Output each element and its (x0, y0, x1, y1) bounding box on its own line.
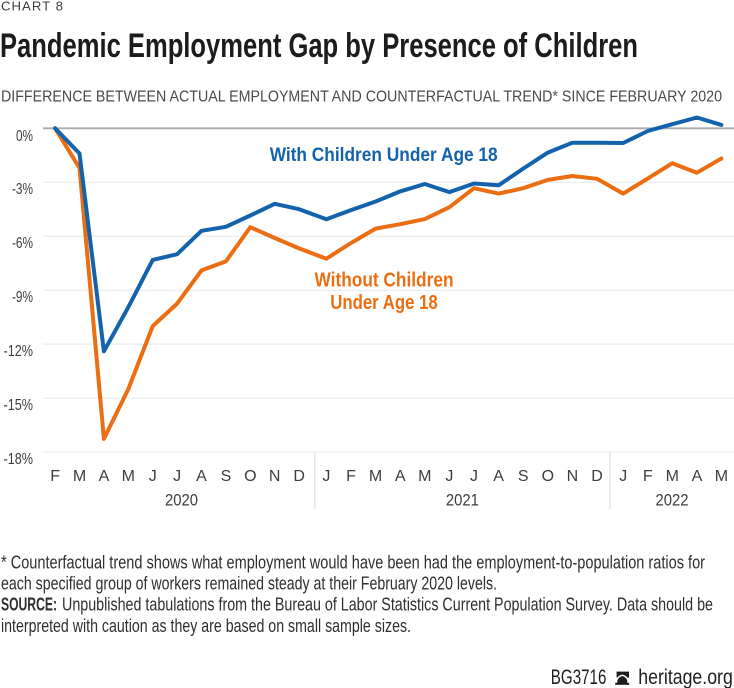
svg-text:-12%: -12% (4, 343, 34, 360)
svg-text:M: M (122, 468, 135, 485)
svg-text:J: J (149, 468, 157, 485)
svg-text:-9%: -9% (12, 289, 33, 306)
svg-text:J: J (470, 468, 478, 485)
svg-text:J: J (445, 468, 453, 485)
svg-text:Unpublished tabulations from t: Unpublished tabulations from the Bureau … (62, 595, 713, 615)
svg-text:A: A (493, 468, 504, 485)
svg-text:N: N (567, 468, 579, 485)
svg-text:O: O (542, 468, 554, 485)
svg-text:BG3716: BG3716 (551, 666, 607, 688)
svg-text:2021: 2021 (446, 491, 479, 510)
svg-text:S: S (518, 468, 529, 485)
svg-text:-3%: -3% (12, 181, 33, 198)
svg-text:J: J (322, 468, 330, 485)
svg-text:N: N (269, 468, 281, 485)
svg-text:M: M (418, 468, 431, 485)
svg-text:F: F (50, 468, 60, 485)
svg-text:S: S (221, 468, 232, 485)
svg-text:Pandemic Employment Gap by Pre: Pandemic Employment Gap by Presence of C… (0, 27, 638, 65)
svg-text:M: M (666, 468, 679, 485)
svg-text:each specified group of worker: each specified group of workers remained… (1, 574, 497, 594)
svg-text:-6%: -6% (12, 235, 33, 252)
svg-text:heritage.org: heritage.org (638, 666, 733, 688)
svg-text:F: F (643, 468, 653, 485)
svg-text:-18%: -18% (4, 451, 34, 468)
svg-text:A: A (196, 468, 207, 485)
svg-text:Without Children: Without Children (315, 269, 454, 291)
svg-text:* Counterfactual trend shows w: * Counterfactual trend shows what employ… (1, 552, 705, 572)
svg-text:2022: 2022 (656, 491, 689, 510)
svg-text:D: D (591, 468, 603, 485)
svg-text:M: M (715, 468, 728, 485)
svg-text:CHART 8: CHART 8 (1, 0, 64, 14)
svg-text:D: D (293, 468, 305, 485)
svg-text:-15%: -15% (4, 397, 34, 414)
svg-text:DIFFERENCE BETWEEN ACTUAL EMPL: DIFFERENCE BETWEEN ACTUAL EMPLOYMENT AND… (1, 89, 722, 106)
svg-text:0%: 0% (16, 128, 33, 145)
svg-text:F: F (346, 468, 356, 485)
svg-text:A: A (692, 468, 703, 485)
svg-text:J: J (173, 468, 181, 485)
svg-text:A: A (99, 468, 110, 485)
svg-text:SOURCE:: SOURCE: (1, 595, 57, 615)
svg-text:A: A (395, 468, 406, 485)
svg-text:interpreted with caution as th: interpreted with caution as they are bas… (1, 616, 411, 636)
svg-text:2020: 2020 (165, 491, 198, 510)
svg-text:Under Age 18: Under Age 18 (330, 292, 438, 314)
svg-text:J: J (619, 468, 627, 485)
svg-text:M: M (73, 468, 86, 485)
svg-text:With Children Under Age 18: With Children Under Age 18 (270, 145, 498, 166)
svg-text:M: M (369, 468, 382, 485)
svg-text:O: O (244, 468, 256, 485)
